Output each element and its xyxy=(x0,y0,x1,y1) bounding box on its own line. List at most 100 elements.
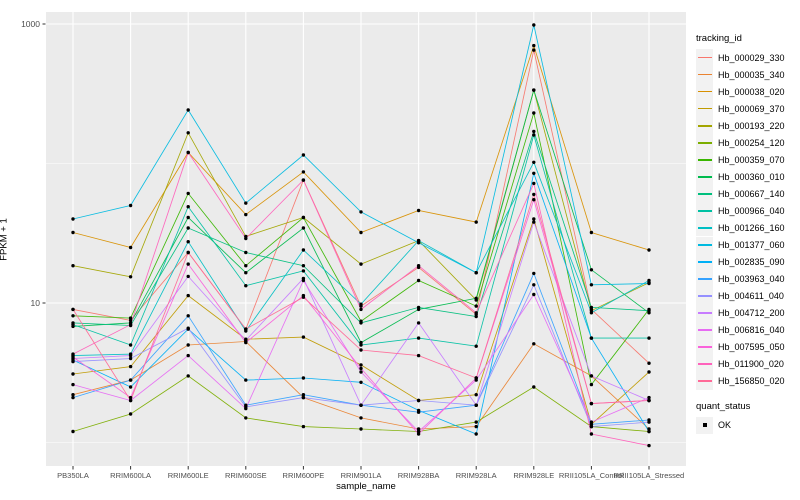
data-point xyxy=(359,321,363,325)
data-point xyxy=(128,343,133,347)
data-point xyxy=(589,382,594,387)
data-point xyxy=(647,361,651,365)
data-point xyxy=(416,336,421,340)
data-point xyxy=(589,432,594,436)
data-point xyxy=(532,160,536,164)
data-point xyxy=(71,395,75,400)
data-point xyxy=(474,311,478,315)
x-tick-label: RRIM600PE xyxy=(283,471,325,480)
legend-key-swatch xyxy=(696,236,713,254)
data-point xyxy=(186,215,190,220)
x-tick-label: PB350LA xyxy=(57,471,89,480)
data-point xyxy=(71,230,75,235)
legend-entry-Hb_000069_370: Hb_000069_370 xyxy=(696,100,800,118)
data-point xyxy=(186,343,190,347)
x-tick-label: RRIM600SE xyxy=(225,471,267,480)
data-point xyxy=(301,395,306,400)
legend-entry-Hb_006816_040: Hb_006816_040 xyxy=(696,321,800,339)
data-point xyxy=(416,353,421,358)
legend-key-swatch xyxy=(696,168,713,186)
data-point xyxy=(532,220,536,224)
data-point xyxy=(589,424,594,429)
data-point xyxy=(647,309,651,313)
legend-label: Hb_000966_040 xyxy=(718,205,785,216)
data-point xyxy=(186,374,190,378)
data-point xyxy=(532,88,536,92)
data-point xyxy=(128,395,133,400)
legend-entry-Hb_003963_040: Hb_003963_040 xyxy=(696,270,800,288)
legend-entry-Hb_007595_050: Hb_007595_050 xyxy=(696,338,800,356)
data-point xyxy=(128,322,133,327)
data-point xyxy=(416,241,421,245)
data-point xyxy=(647,336,651,340)
data-point xyxy=(128,385,133,389)
legend-key-swatch xyxy=(696,304,713,322)
data-point xyxy=(647,281,651,286)
data-point xyxy=(128,353,133,358)
x-axis-title: sample_name xyxy=(336,481,396,492)
data-point xyxy=(416,264,421,268)
data-point xyxy=(532,133,536,137)
legend-line-icon xyxy=(697,124,712,127)
data-point xyxy=(186,353,190,358)
data-point xyxy=(474,314,478,319)
data-point xyxy=(128,356,133,361)
data-point xyxy=(71,355,75,359)
data-point xyxy=(532,342,536,346)
data-point xyxy=(416,427,421,431)
ok-point-icon xyxy=(702,423,707,428)
legend-label: Hb_000667_140 xyxy=(718,188,785,199)
data-point xyxy=(359,230,363,235)
legend-entry-Hb_000667_140: Hb_000667_140 xyxy=(696,185,800,203)
data-point xyxy=(647,398,651,403)
data-point xyxy=(71,307,75,312)
legend-key-swatch xyxy=(696,151,713,169)
data-point xyxy=(359,340,363,345)
legend-key-swatch xyxy=(696,253,713,271)
data-point xyxy=(301,393,306,397)
data-point xyxy=(71,314,75,318)
legend-line-icon xyxy=(697,363,712,366)
legend-label: Hb_000038_020 xyxy=(718,86,785,97)
x-tick-label: RRIM928BA xyxy=(398,471,440,480)
data-point xyxy=(589,230,594,235)
data-point xyxy=(359,366,363,371)
legend-entry-Hb_000360_010: Hb_000360_010 xyxy=(696,168,800,186)
data-point xyxy=(186,205,190,209)
data-point xyxy=(301,248,306,252)
data-point xyxy=(416,305,421,310)
data-point xyxy=(244,264,248,268)
legend-key-swatch xyxy=(696,287,713,305)
data-point xyxy=(244,271,248,275)
data-point xyxy=(589,420,594,424)
data-point xyxy=(128,245,133,250)
data-point xyxy=(647,429,651,434)
data-point xyxy=(301,278,306,283)
data-point xyxy=(474,376,478,380)
legend-label: Hb_000359_070 xyxy=(718,154,785,165)
data-point xyxy=(244,416,248,420)
legend-label: Hb_001266_160 xyxy=(718,222,785,233)
data-point xyxy=(474,220,478,224)
data-point xyxy=(589,268,594,272)
data-point xyxy=(589,336,594,340)
data-point xyxy=(359,380,363,384)
legend-entry-ok: OK xyxy=(696,416,800,434)
data-point xyxy=(359,302,363,306)
data-point xyxy=(244,406,248,411)
legend-label: Hb_003963_040 xyxy=(718,274,785,285)
data-point xyxy=(474,271,478,275)
data-point xyxy=(301,170,306,174)
data-point xyxy=(244,236,248,241)
data-point xyxy=(416,432,421,436)
data-point xyxy=(301,178,306,182)
data-point xyxy=(416,429,421,434)
y-tick-label: 1000 xyxy=(21,19,40,29)
data-point xyxy=(186,131,190,135)
data-point xyxy=(532,217,536,221)
data-point xyxy=(474,304,478,308)
legend-entry-Hb_001377_060: Hb_001377_060 xyxy=(696,236,800,254)
legend-label: Hb_004611_040 xyxy=(718,291,784,302)
data-point xyxy=(244,201,248,205)
legend-line-icon xyxy=(697,175,712,178)
